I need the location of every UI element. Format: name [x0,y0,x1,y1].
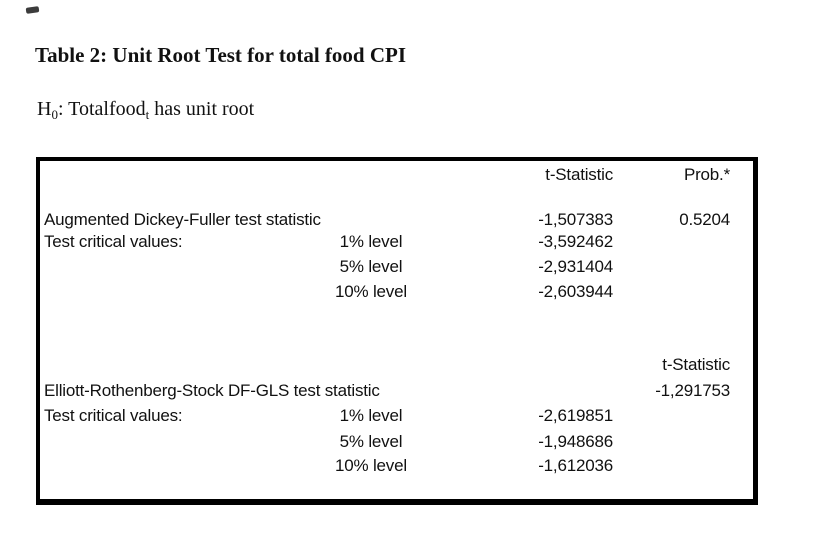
level-cell: 1% level [339,232,403,251]
row-label-cell: Test critical values: [44,232,183,251]
table-row-adf-critical-1pct: Test critical values: 1% level -3,592462 [40,229,753,254]
table-header-row-dfgls: t-Statistic [40,352,753,377]
t-stat-cell: -3,592462 [538,232,613,251]
col-header-prob: Prob.* [683,165,730,184]
hypothesis-line: H0: Totalfoodt has unit root [37,97,254,122]
t-stat-cell: -2,619851 [538,406,613,425]
t-stat-cell: -2,603944 [538,282,613,301]
hypothesis-tail: has unit root [149,98,255,120]
hypothesis-h-subscript: 0 [51,107,58,122]
table-row-adf-critical-5pct: 5% level -2,931404 [40,254,753,279]
level-cell: 5% level [339,257,403,276]
t-stat-cell: -2,931404 [538,257,613,276]
row-label-cell: Augmented Dickey-Fuller test statistic [44,210,321,229]
level-cell: 10% level [335,282,407,301]
table-row-dfgls-critical-1pct: Test critical values: 1% level -2,619851 [40,403,753,428]
unit-root-results-table: t-Statistic Prob.* Augmented Dickey-Full… [36,157,758,505]
t-stat-cell: -1,948686 [538,432,613,451]
row-label-cell: Test critical values: [44,406,183,425]
t-stat-cell: -1,291753 [655,381,730,400]
table-row-adf-critical-10pct: 10% level -2,603944 [40,279,753,304]
t-stat-cell: -1,507383 [538,210,613,229]
level-cell: 10% level [335,456,407,475]
scan-artifact [25,6,40,14]
col-header-t-statistic: t-Statistic [545,165,613,184]
table-row-dfgls-critical-5pct: 5% level -1,948686 [40,429,753,454]
col-header-t-statistic: t-Statistic [662,355,730,374]
level-cell: 1% level [339,406,403,425]
table-row-adf-statistic: Augmented Dickey-Fuller test statistic -… [40,207,753,232]
table-row-dfgls-statistic: Elliott-Rothenberg-Stock DF-GLS test sta… [40,378,753,403]
hypothesis-variable: : Totalfood [57,98,146,120]
table-header-row-adf: t-Statistic Prob.* [40,162,753,187]
row-label-cell: Elliott-Rothenberg-Stock DF-GLS test sta… [44,381,380,400]
hypothesis-t-subscript: t [145,107,150,122]
level-cell: 5% level [339,432,403,451]
page-title: Table 2: Unit Root Test for total food C… [35,43,407,67]
hypothesis-h-symbol: H [37,98,52,120]
table-row-dfgls-critical-10pct: 10% level -1,612036 [40,453,753,478]
t-stat-cell: -1,612036 [538,456,613,475]
results-table-body: t-Statistic Prob.* Augmented Dickey-Full… [40,161,753,499]
prob-cell: 0.5204 [679,210,730,229]
